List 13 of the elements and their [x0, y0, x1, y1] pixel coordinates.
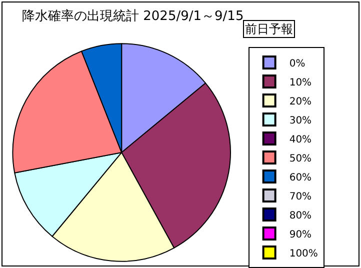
- legend-label: 60%: [289, 172, 312, 184]
- legend-label: 80%: [289, 210, 312, 222]
- legend-label: 90%: [289, 229, 312, 240]
- legend-label: 0%: [289, 58, 306, 70]
- chart-title: 降水確率の出現統計 2025/9/1～9/15: [22, 8, 244, 24]
- legend-label: 10%: [289, 77, 312, 88]
- legend-label: 20%: [289, 96, 312, 108]
- legend-label: 70%: [289, 191, 312, 202]
- legend-title: 前日予報: [245, 22, 293, 36]
- legend-label: 100%: [289, 248, 318, 260]
- legend-label: 40%: [289, 134, 312, 146]
- legend-label: 50%: [289, 153, 312, 164]
- legend-label: 30%: [289, 115, 312, 126]
